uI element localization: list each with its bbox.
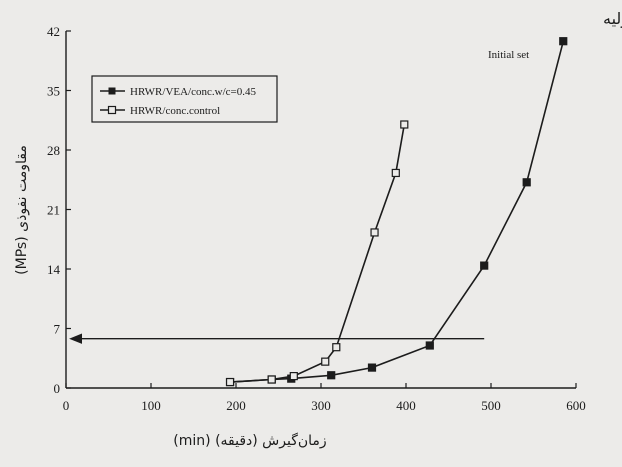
data-point-filled-square (480, 261, 489, 270)
data-point-open-square (321, 357, 330, 366)
data-point-open-square (370, 228, 379, 237)
y-axis-title: مقاومت نفوذی (MPs) (14, 145, 30, 275)
y-tick-label: 35 (47, 84, 60, 99)
legend: HRWR/VEA/conc.w/c=0.45 HRWR/conc.control (91, 75, 278, 123)
x-tick-label: 300 (311, 398, 331, 413)
x-tick-label: 600 (566, 398, 586, 413)
legend-label-2: HRWR/conc.control (130, 105, 220, 117)
initial-set-label-fa: گیرش اولیه (603, 9, 622, 29)
data-point-filled-square (559, 37, 568, 46)
y-tick-label: 28 (47, 143, 60, 158)
series-line (229, 40, 565, 383)
chart-axes (65, 31, 576, 389)
series-2 (225, 120, 409, 387)
data-point-filled-square (327, 371, 336, 380)
x-tick-label: 200 (226, 398, 246, 413)
legend-marker-filled-square (108, 87, 116, 95)
data-point-open-square (225, 377, 235, 387)
legend-entry-2: HRWR/conc.control (100, 105, 220, 117)
data-point-filled-square (522, 178, 531, 187)
x-axis-title: زمان‌گیرش (دقیقه) (min) (173, 432, 326, 449)
legend-box (91, 75, 278, 123)
y-tick-label: 21 (47, 203, 60, 218)
legend-marker-open-square (107, 105, 117, 115)
series-group (225, 37, 568, 387)
y-tick-label: 14 (47, 262, 61, 277)
x-tick-label: 500 (481, 398, 501, 413)
data-point-open-square (391, 168, 400, 178)
x-tick-label: 0 (63, 398, 70, 413)
data-point-filled-square (367, 363, 377, 372)
legend-entry-1: HRWR/VEA/conc.w/c=0.45 (100, 86, 256, 98)
x-tick-label: 400 (396, 398, 416, 413)
data-point-filled-square (425, 341, 434, 350)
y-tick-label: 42 (47, 24, 60, 39)
legend-label-1: HRWR/VEA/conc.w/c=0.45 (130, 86, 256, 98)
initial-set-label-en: Initial set (488, 49, 529, 61)
data-point-open-square (400, 120, 409, 129)
x-ticks: 0 100 200 300 400 500 600 (63, 383, 586, 413)
y-tick-label: 7 (54, 322, 61, 337)
data-point-open-square (332, 343, 341, 352)
series-line (229, 124, 406, 383)
y-tick-label: 0 (54, 381, 61, 396)
data-point-open-square (289, 372, 298, 381)
x-tick-label: 100 (141, 398, 161, 413)
data-point-open-square (267, 375, 276, 384)
y-ticks: 0 7 14 21 28 35 42 (47, 24, 71, 396)
